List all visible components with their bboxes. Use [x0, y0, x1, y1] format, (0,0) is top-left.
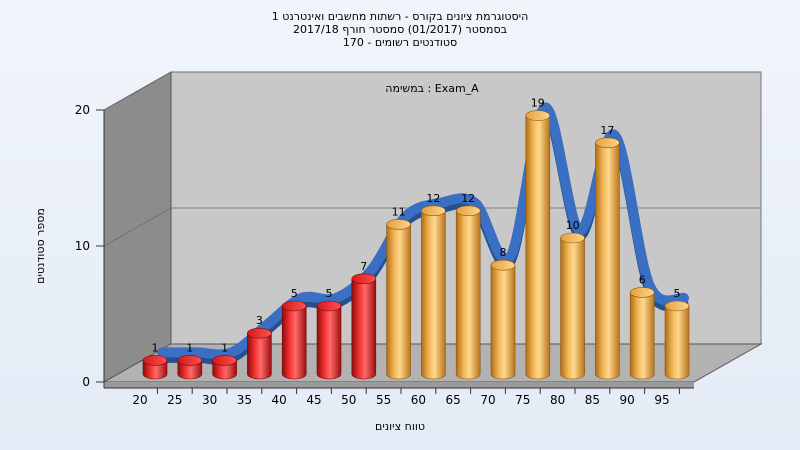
data-label-45: 5 — [326, 287, 333, 300]
bar-top — [629, 287, 655, 298]
x-tick-label: 90 — [620, 393, 635, 407]
bar-body — [316, 305, 342, 380]
x-tick-label: 65 — [446, 393, 461, 407]
gridline-20 — [103, 71, 761, 111]
chart-annotation: במשימה : Exam_A — [385, 82, 479, 95]
data-label-50: 7 — [360, 260, 367, 273]
bar-top — [490, 259, 516, 271]
data-label-80: 10 — [566, 219, 580, 232]
x-tick-label: 55 — [376, 393, 391, 407]
x-tick-label: 60 — [411, 393, 426, 407]
data-label-95: 5 — [674, 287, 681, 300]
data-label-25: 1 — [186, 341, 193, 354]
y-tick-label: 10 — [75, 239, 90, 253]
data-label-40: 5 — [291, 287, 298, 300]
bar-top — [664, 300, 690, 312]
gridlines — [103, 71, 761, 247]
data-label-35: 3 — [256, 314, 263, 327]
y-tick-label: 0 — [82, 375, 90, 389]
bar-top — [560, 232, 585, 244]
bar-35 — [247, 327, 272, 380]
data-label-20: 1 — [152, 341, 159, 354]
x-tick-label: 20 — [132, 393, 147, 407]
data-label-75: 19 — [531, 97, 545, 110]
x-tick-label: 45 — [306, 393, 321, 407]
x-tick-label: 25 — [167, 393, 182, 407]
y-tick-label: 20 — [75, 103, 90, 117]
bar-30 — [212, 355, 237, 380]
bar-top — [595, 137, 620, 149]
bar-body — [664, 305, 690, 380]
bar-60 — [421, 205, 446, 380]
data-label-30: 1 — [221, 341, 228, 354]
bar-top — [281, 300, 307, 312]
x-tick-label: 85 — [585, 393, 600, 407]
x-tick-label: 75 — [515, 393, 530, 407]
bar-90 — [629, 287, 655, 380]
bar-top — [212, 355, 237, 366]
x-tick-label: 30 — [202, 393, 217, 407]
bar-body — [247, 332, 272, 380]
data-label-85: 17 — [600, 124, 614, 137]
bar-body — [595, 142, 620, 380]
data-label-65: 12 — [461, 192, 475, 205]
bar-25 — [177, 355, 203, 380]
x-tick-label: 35 — [237, 393, 252, 407]
bar-70 — [490, 259, 516, 380]
chart-floor-front — [104, 382, 694, 388]
bars — [142, 110, 690, 380]
bar-body — [490, 264, 516, 380]
bar-top — [316, 300, 342, 312]
bar-top — [525, 110, 551, 121]
x-axis-title: טווח ציונים — [375, 420, 425, 433]
x-tick-label: 70 — [480, 393, 495, 407]
bar-top — [421, 205, 446, 217]
bar-40 — [281, 300, 307, 380]
bar-85 — [595, 137, 620, 380]
x-tick-label: 95 — [654, 393, 669, 407]
bar-top — [351, 273, 377, 285]
bar-top — [386, 219, 411, 230]
bar-95 — [664, 300, 690, 380]
x-tick-label: 80 — [550, 393, 565, 407]
x-tick-label: 50 — [341, 393, 356, 407]
bar-body — [525, 115, 551, 380]
bar-65 — [455, 205, 481, 380]
bar-50 — [351, 273, 377, 380]
data-label-60: 12 — [426, 192, 440, 205]
bar-body — [351, 278, 377, 380]
bar-80 — [560, 232, 585, 380]
bar-45 — [316, 300, 342, 380]
chart-title-line-1: היסטוגרמת ציונים בקורס - רשתות מחשבים וא… — [271, 10, 529, 23]
bar-body — [386, 224, 411, 380]
bar-75 — [525, 110, 551, 380]
y-axis-title: מספר סטודנטים — [34, 208, 47, 284]
bar-body — [629, 292, 655, 380]
data-label-55: 11 — [392, 205, 406, 218]
bar-top — [455, 205, 481, 217]
data-label-90: 6 — [639, 273, 646, 286]
bar-body — [421, 210, 446, 380]
bar-body — [455, 210, 481, 380]
bar-body — [281, 305, 307, 380]
chart-title-line-3: סטודנטים רשומים - 170 — [342, 36, 458, 49]
gridline-10 — [103, 207, 761, 247]
bar-top — [177, 355, 203, 366]
chart-title-line-2: בסמסטר (01/2017) סמסטר חורף 2017/18 — [293, 23, 507, 36]
x-tick-label: 40 — [272, 393, 287, 407]
bar-top — [142, 355, 168, 366]
chart-title: היסטוגרמת ציונים בקורס - רשתות מחשבים וא… — [0, 10, 800, 49]
bar-body — [560, 237, 585, 380]
data-label-70: 8 — [500, 246, 507, 259]
bar-top — [247, 327, 272, 339]
bar-55 — [386, 219, 411, 380]
bar-20 — [142, 355, 168, 380]
